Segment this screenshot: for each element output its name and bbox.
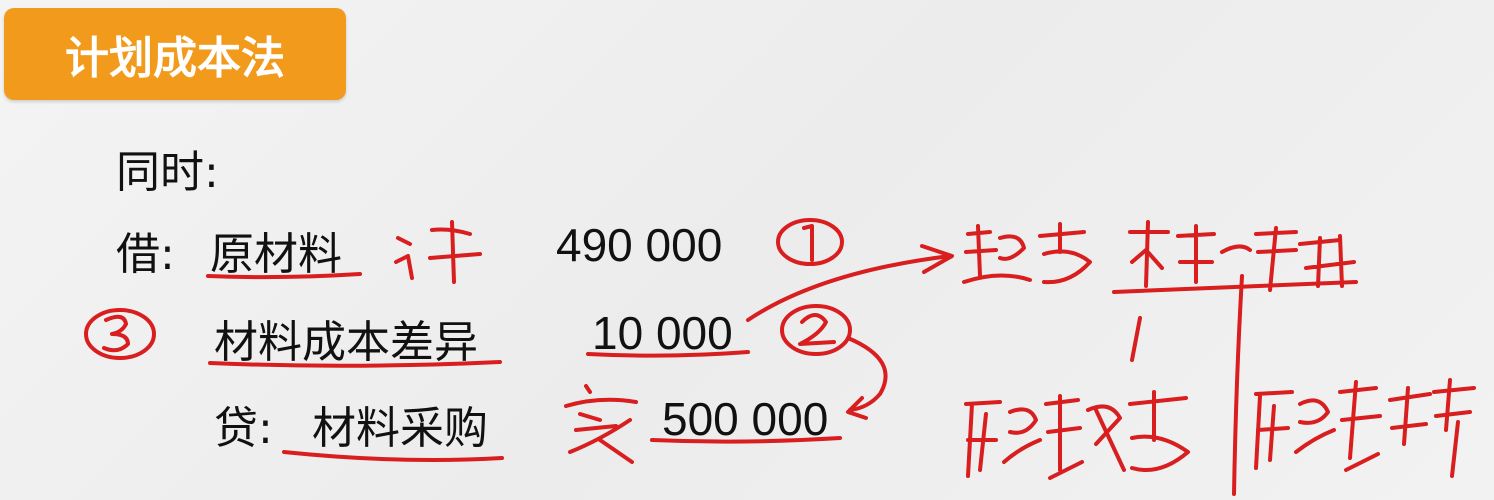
debit-amount-variance: 10 000 [592,307,733,359]
underline-variance [208,360,502,368]
handwritten-shi [564,384,638,464]
credit-amount-purchase: 500 000 [662,393,829,445]
underline-purchase [282,450,504,462]
debit-prefix: 借: [116,229,175,280]
handwritten-left-debit [964,390,1190,480]
circled-two-icon [780,304,852,356]
handwritten-chaozhi [962,222,1092,285]
underline-raw-material [206,272,362,280]
underline-amount-variance [586,350,750,358]
circled-one-icon [776,218,844,266]
t-account-horizontal [1112,280,1358,294]
title-text: 计划成本法 [65,33,285,84]
handwritten-right-credit [1254,378,1476,478]
arrow-to-overspend [746,254,952,322]
credit-prefix: 贷: [214,403,273,454]
credit-account-purchase: 材料采购 [312,403,488,454]
circled-three-icon [84,308,156,360]
underline-amount-purchase [650,436,842,444]
debit-account-variance: 材料成本差异 [214,317,478,368]
debit-amount-raw-material: 490 000 [556,219,723,271]
intro-text: 同时: [116,147,219,198]
arrow-to-credit [846,336,888,412]
handwritten-ji [394,220,482,284]
title-badge: 计划成本法 [4,8,346,100]
handwritten-variance [1128,220,1356,292]
debit-account-raw-material: 原材料 [210,229,342,280]
t-account-vertical [1232,274,1244,496]
t-account-tick [1130,316,1142,362]
